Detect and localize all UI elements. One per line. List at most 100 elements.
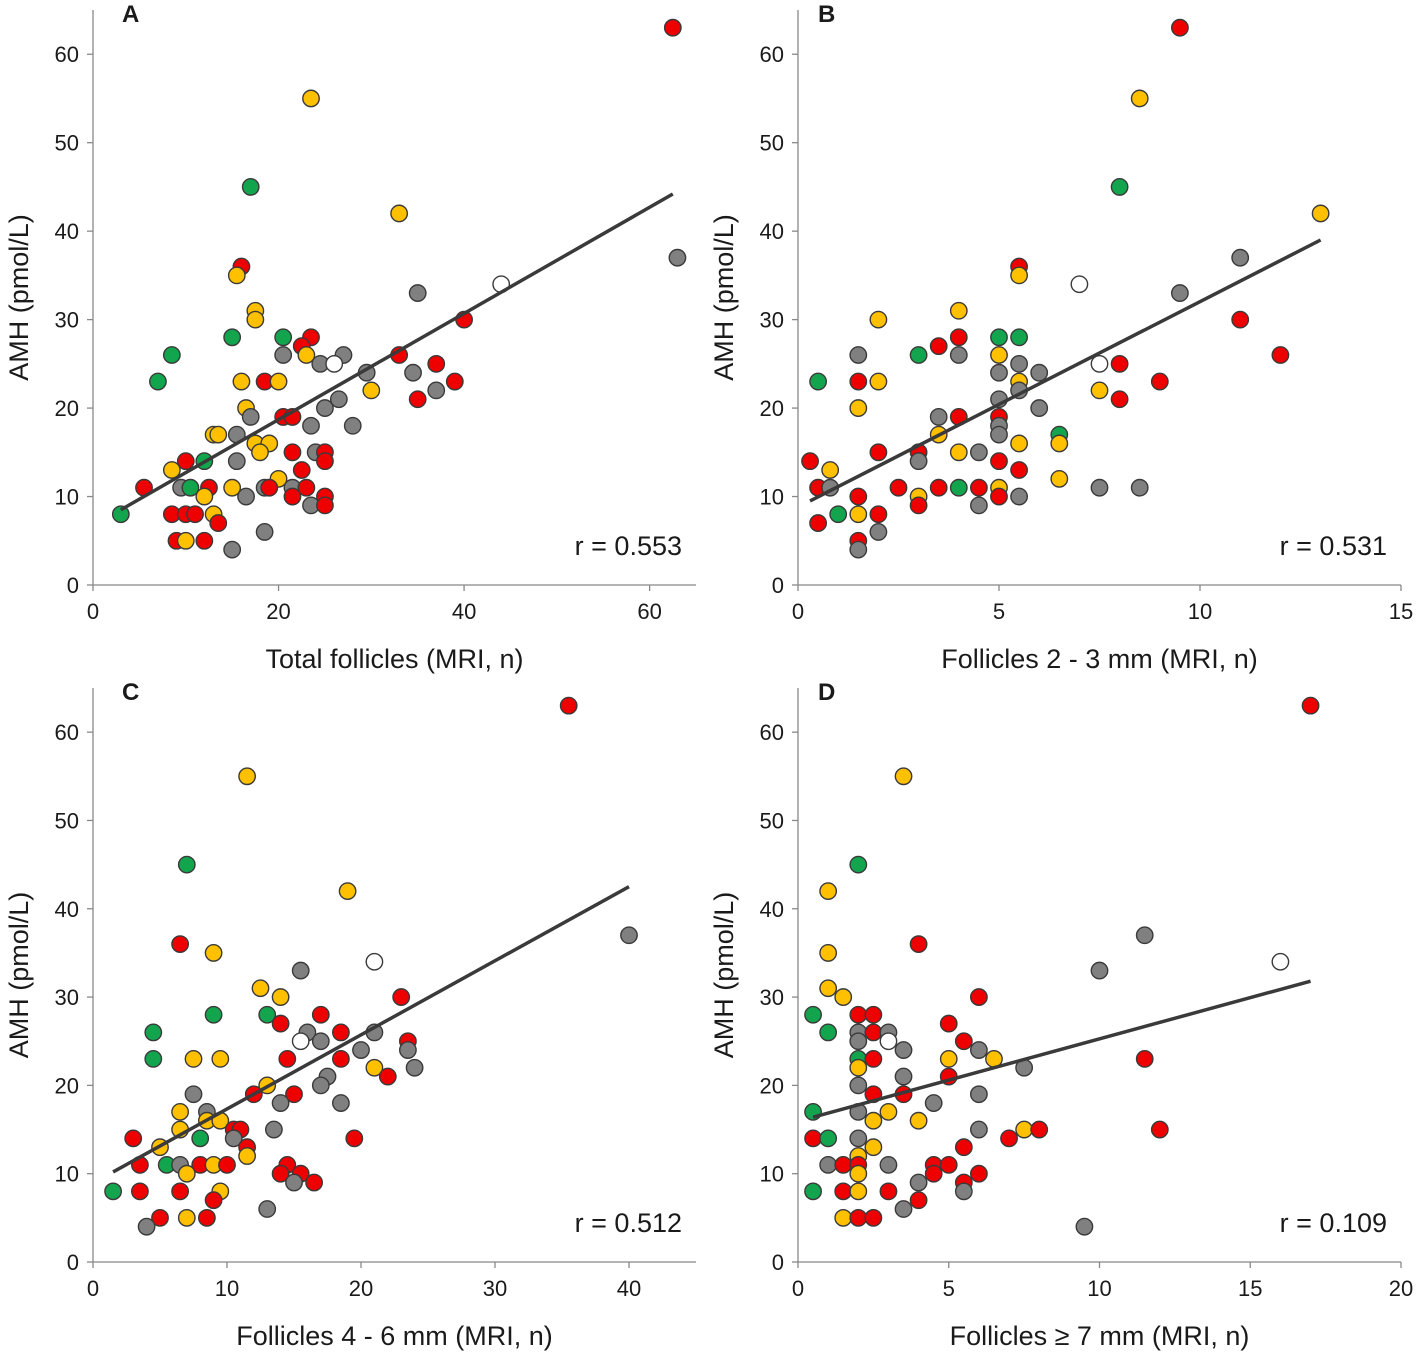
panel-d-point	[819, 1155, 838, 1174]
panel-d-point	[954, 1032, 973, 1051]
panel-d-point	[939, 1014, 958, 1033]
panel-d-point	[834, 988, 853, 1006]
panel-d-point	[864, 1005, 883, 1024]
panel-c-point	[311, 1032, 330, 1051]
panel-c-point	[405, 1058, 424, 1077]
panel-d-point	[864, 1023, 883, 1042]
panel-c-point	[285, 1173, 303, 1192]
panel-c-x-tick-label: 0	[87, 1276, 99, 1301]
panel-c-point	[331, 1094, 350, 1112]
panel-b-point	[1110, 178, 1129, 196]
panel-a-correlation-label: r = 0.553	[575, 531, 682, 561]
panel-d-point	[819, 979, 838, 998]
panel-d-point	[849, 1005, 868, 1024]
panel-b-point	[809, 514, 827, 532]
panel-d-point	[849, 1208, 868, 1227]
panel-d-y-tick-label: 40	[760, 897, 784, 922]
panel-c-point	[392, 988, 411, 1006]
panel-b-point	[1070, 275, 1089, 294]
panel-a-point	[668, 248, 687, 267]
panel-d-point	[894, 1200, 913, 1218]
panel-b-correlation-label: r = 0.531	[1280, 531, 1387, 561]
panel-a-point	[302, 89, 320, 108]
panel-c-point	[398, 1041, 417, 1059]
panel-a-point	[427, 381, 446, 400]
panel-c-y-tick-label: 50	[55, 808, 79, 833]
panel-c-point	[378, 1067, 397, 1086]
panel-a-point	[195, 487, 214, 506]
panel-a-point	[445, 372, 464, 391]
panel-b-regression-line	[809, 238, 1322, 503]
panel-d-x-tick-label: 20	[1389, 1276, 1413, 1301]
panel-b-point	[809, 372, 827, 391]
panel-c-point	[204, 1005, 223, 1024]
panel-d-point	[1301, 696, 1320, 715]
panel-d-point	[1090, 961, 1109, 980]
panel-a-point	[223, 478, 242, 497]
panel-a-point	[186, 505, 204, 524]
panel-c-point	[291, 961, 310, 980]
panel-c-point	[559, 696, 578, 715]
panel-b-y-tick-label: 50	[760, 131, 784, 156]
panel-c-point	[171, 935, 190, 953]
panel-d-point	[864, 1111, 883, 1130]
panel-d-y-tick-label: 30	[760, 985, 784, 1010]
panel-d-y-tick-label: 10	[760, 1162, 784, 1187]
panel-d-point	[879, 1102, 898, 1121]
panel-b-point	[1231, 248, 1250, 267]
panel-a-point	[343, 416, 362, 435]
panel-d-point	[849, 1076, 868, 1095]
panel-c-point	[311, 1005, 330, 1024]
panel-b-x-axis-title: Follicles 2 - 3 mm (MRI, n)	[941, 644, 1258, 674]
panel-b-point	[909, 346, 928, 364]
panel-d-y-tick-label: 20	[760, 1073, 784, 1098]
panel-d-point	[894, 767, 913, 786]
panel-d-point	[834, 1182, 853, 1201]
panel-d-point	[879, 1032, 898, 1051]
panel-c-point	[191, 1129, 210, 1148]
panel-d-point	[1015, 1120, 1034, 1139]
panel-d-point	[1135, 1049, 1154, 1068]
panel-b-point	[949, 328, 968, 347]
panel-b-point	[849, 487, 868, 506]
panel-c-point	[258, 1005, 277, 1024]
panel-c-point	[204, 1191, 223, 1210]
panel-c-point	[365, 1058, 384, 1077]
panel-a-y-tick-label: 40	[55, 219, 79, 244]
panel-a-point	[255, 523, 274, 541]
panel-a-point	[292, 461, 311, 479]
panel-c: 0 10 20 30 40 50 60 0 10 20 30 40 Follicles 4 - 6 mm…	[4, 679, 696, 1351]
panel-b-point	[801, 452, 819, 471]
panel-d-point	[924, 1164, 943, 1183]
panel-a-point	[241, 408, 260, 426]
panel-b-point	[869, 310, 888, 329]
panel-d-point	[864, 1138, 883, 1157]
panel-b-point	[1231, 310, 1250, 329]
panel-d-x-tick-label: 10	[1087, 1276, 1111, 1301]
panel-b-point	[849, 346, 868, 364]
panel-a-point	[274, 328, 293, 347]
panel-d-point	[1075, 1217, 1094, 1236]
panel-d-point	[1135, 926, 1154, 945]
panel-d: 0 10 20 30 40 50 60 0 5 10 15 20 Follicles ≥ 7 mm (M…	[709, 679, 1413, 1351]
panel-d-point	[1150, 1120, 1169, 1139]
panel-b-point	[949, 301, 968, 320]
panel-c-point	[204, 944, 223, 962]
panel-b-point	[1090, 478, 1109, 497]
panel-c-letter: C	[122, 679, 139, 706]
panel-b-point	[1130, 89, 1149, 108]
panel-b-point	[970, 443, 988, 462]
panel-d-point	[924, 1094, 943, 1112]
panel-a-point	[408, 390, 427, 409]
panel-a-point	[325, 354, 344, 373]
panel-a-point	[176, 531, 195, 550]
panel-a-point	[404, 363, 422, 382]
panel-c-point	[311, 1076, 330, 1095]
panel-d-point	[939, 1155, 958, 1174]
panel-a-point	[181, 478, 200, 497]
panel-d-point	[909, 1191, 928, 1210]
panel-b-points	[801, 18, 1330, 559]
panel-a-point	[223, 328, 242, 347]
panel-b-point	[1010, 354, 1028, 373]
